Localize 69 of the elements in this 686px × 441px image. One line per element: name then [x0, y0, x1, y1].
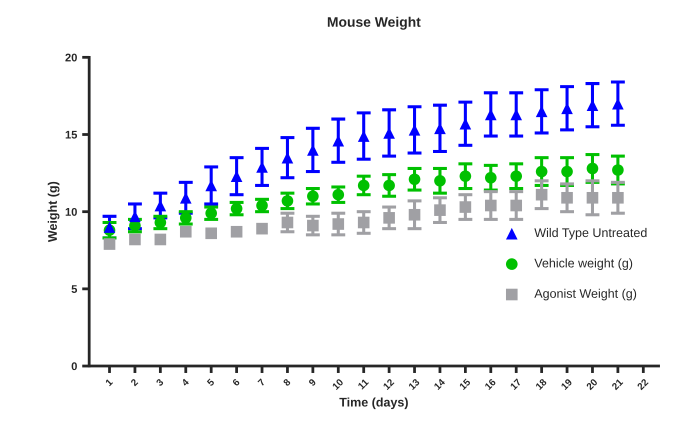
point [332, 188, 344, 201]
y-tick-label: 5 [72, 285, 78, 293]
x-tick-label: 6 [232, 378, 240, 386]
point [586, 192, 598, 204]
x-tick-label: 8 [282, 378, 291, 386]
point [180, 226, 192, 238]
x-tick-label: 11 [358, 378, 369, 390]
point [282, 216, 294, 228]
point [282, 195, 294, 207]
point [104, 238, 116, 250]
point [256, 222, 268, 234]
x-tick-label: 5 [206, 378, 215, 386]
point [460, 201, 472, 213]
x-tick-label: 3 [156, 378, 164, 387]
x-tick-label: 15 [459, 378, 471, 390]
point [510, 170, 522, 182]
point [612, 164, 624, 176]
point [307, 220, 319, 232]
point [104, 221, 116, 233]
y-tick-label: 15 [66, 130, 78, 139]
point [332, 218, 344, 230]
x-tick-label: 18 [535, 378, 548, 390]
point [358, 180, 370, 192]
point [205, 227, 217, 240]
x-tick-label: 2 [130, 378, 138, 386]
chart-title: Mouse Weight [328, 16, 421, 30]
x-tick-label: 9 [308, 378, 316, 386]
point [434, 204, 446, 216]
x-tick-label: 19 [560, 378, 572, 390]
x-tick-label: 12 [382, 378, 394, 390]
x-axis-title: Time (days) [339, 397, 408, 410]
point [561, 192, 573, 204]
x-tick-label: 16 [484, 378, 496, 390]
point [129, 234, 141, 246]
x-tick-label: 20 [586, 378, 598, 390]
legend-label: Wild Type Untreated [534, 228, 647, 240]
x-tick-label: 1 [105, 378, 114, 386]
point [460, 170, 472, 182]
point [307, 190, 319, 202]
point [586, 162, 598, 174]
point [358, 216, 370, 228]
point [484, 172, 497, 184]
y-axis-title: Weight (g) [48, 182, 60, 242]
y-tick-label: 20 [65, 54, 77, 62]
point [561, 166, 573, 178]
x-tick-label: 21 [611, 378, 624, 390]
point [434, 175, 446, 187]
point [408, 208, 420, 221]
legend-label: Agonist Weight (g) [534, 288, 636, 300]
y-tick-label: 10 [66, 208, 77, 216]
x-tick-label: 22 [636, 378, 649, 390]
x-tick-label: 7 [257, 378, 266, 386]
x-tick-label: 4 [181, 378, 190, 387]
point [536, 188, 548, 201]
y-tick-label: 0 [72, 362, 77, 370]
x-tick-label: 14 [434, 378, 446, 390]
point [230, 226, 242, 238]
point [408, 173, 420, 186]
legend-label: Vehicle weight (g) [534, 258, 632, 270]
point [383, 212, 395, 224]
point [154, 234, 166, 246]
x-tick-label: 13 [408, 378, 420, 390]
point [612, 192, 624, 204]
x-tick-label: 17 [510, 378, 522, 390]
x-tick-label: 10 [332, 378, 344, 390]
point [383, 180, 395, 192]
point [484, 200, 497, 212]
point [510, 200, 522, 212]
point [536, 166, 548, 178]
